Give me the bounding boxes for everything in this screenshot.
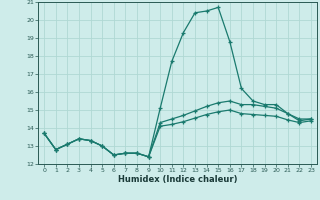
X-axis label: Humidex (Indice chaleur): Humidex (Indice chaleur) [118,175,237,184]
